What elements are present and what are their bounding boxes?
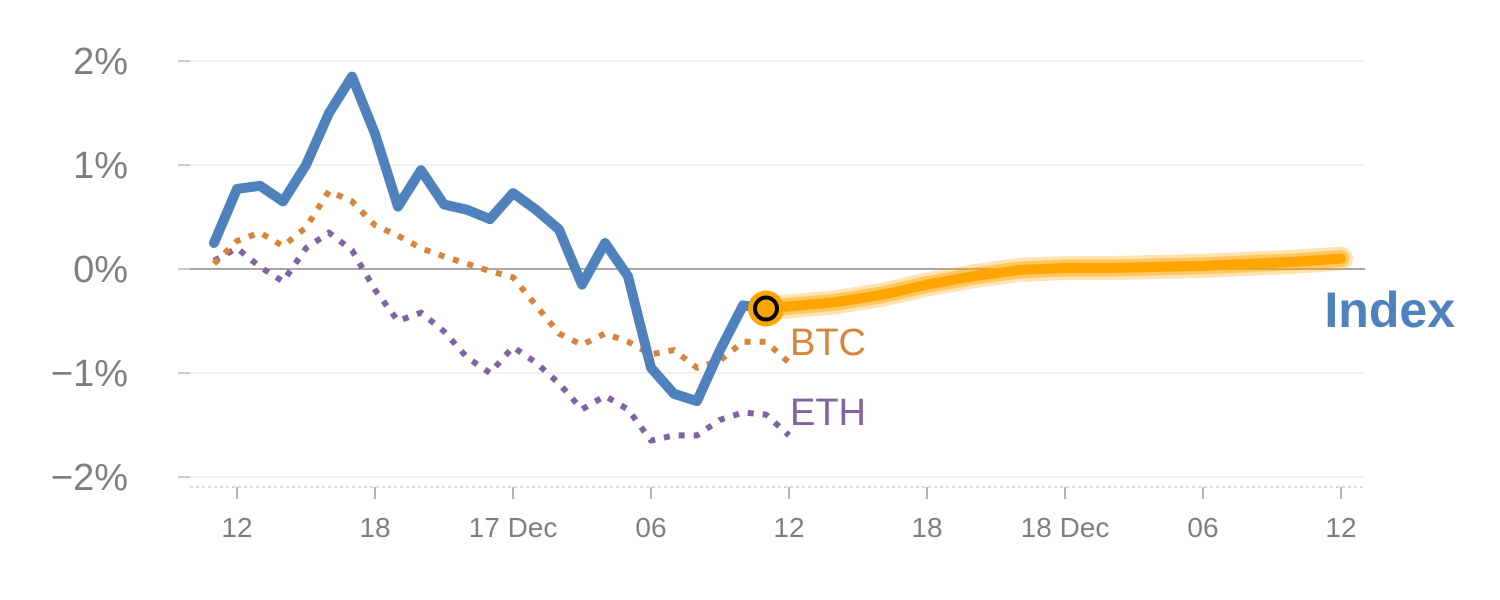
x-tick-label: 12 xyxy=(773,512,804,543)
series-label-eth: ETH xyxy=(790,392,866,434)
series-labels: Index BTC ETH xyxy=(790,282,1455,434)
end-marker xyxy=(753,295,779,322)
series-line-index xyxy=(209,71,771,407)
x-tick-label: 06 xyxy=(1187,512,1218,543)
series-lines xyxy=(209,71,1353,444)
y-tick-label: 2% xyxy=(73,41,128,83)
x-tick-label: 18 xyxy=(359,512,390,543)
x-tick-label: 18 xyxy=(911,512,942,543)
y-tick-label: −2% xyxy=(51,457,128,499)
series-label-index: Index xyxy=(1324,282,1455,338)
series-line-btc xyxy=(211,188,792,371)
series-line-eth xyxy=(212,229,792,444)
forecast-line xyxy=(761,253,1346,314)
y-tick-label: 1% xyxy=(73,145,128,187)
x-tick-label: 18 Dec xyxy=(1021,512,1110,543)
x-tick-label: 12 xyxy=(221,512,252,543)
x-tick-label: 12 xyxy=(1325,512,1356,543)
series-label-btc: BTC xyxy=(790,322,866,364)
y-tick-label: 0% xyxy=(73,249,128,291)
x-tick-label: 06 xyxy=(635,512,666,543)
y-tick-label: −1% xyxy=(51,353,128,395)
x-tick-label: 17 Dec xyxy=(469,512,558,543)
x-axis: 12 18 17 Dec 06 12 18 18 Dec 06 12 xyxy=(190,486,1365,543)
y-axis: 2% 1% 0% −1% −2% xyxy=(51,41,190,499)
